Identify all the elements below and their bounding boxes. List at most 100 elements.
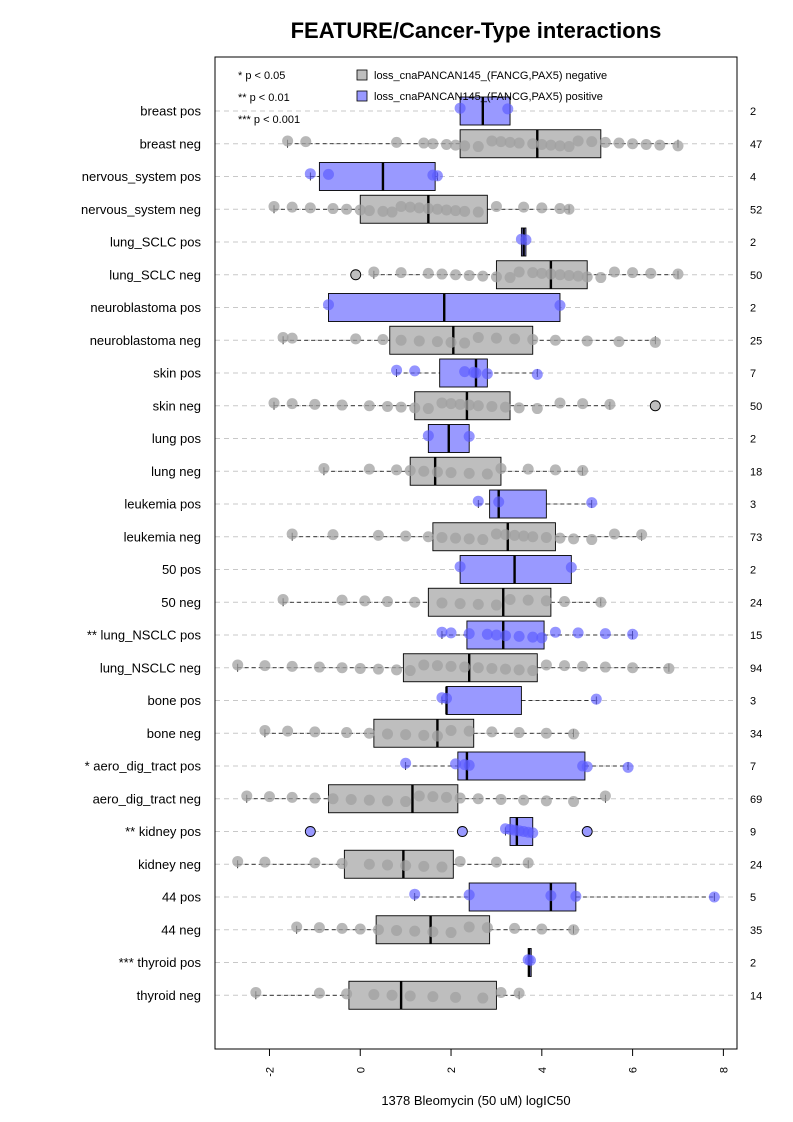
group-label: lung_SCLC neg [109, 267, 201, 282]
data-point [440, 791, 452, 803]
box-group [250, 980, 525, 1010]
group-count: 50 [750, 401, 762, 413]
box-group [277, 325, 661, 355]
data-point [595, 272, 607, 284]
data-point [359, 595, 371, 607]
box-group [436, 686, 602, 715]
data-point [400, 757, 412, 769]
data-point [472, 400, 484, 412]
box-group [409, 882, 720, 912]
data-point [513, 137, 525, 149]
data-point [536, 267, 548, 279]
data-point [527, 531, 539, 543]
data-point [450, 139, 462, 151]
data-point [368, 989, 380, 1001]
group-label: bone pos [148, 693, 202, 708]
group-label: breast neg [140, 136, 201, 151]
box-group [268, 194, 575, 224]
data-point [522, 463, 534, 475]
data-point [268, 200, 280, 212]
data-point [445, 336, 457, 348]
box-group [259, 718, 580, 748]
data-point [513, 266, 525, 278]
sig-legend-2: ** p < 0.01 [238, 92, 290, 104]
data-point [459, 366, 471, 378]
data-point [568, 796, 580, 808]
data-point [586, 136, 598, 148]
data-point [490, 528, 502, 540]
data-point [336, 858, 348, 870]
box [459, 96, 511, 126]
group-count: 3 [750, 696, 756, 708]
group-count: 2 [750, 303, 756, 315]
box-group [515, 227, 532, 257]
data-point [520, 234, 532, 246]
data-point [354, 662, 366, 674]
data-point [486, 135, 498, 147]
data-point [608, 528, 620, 540]
data-point [540, 727, 552, 739]
data-point [527, 827, 539, 839]
box-group [391, 358, 543, 388]
x-tick-label: 4 [537, 1067, 549, 1073]
data-point [422, 203, 434, 215]
data-point [286, 528, 298, 540]
data-point [450, 269, 462, 281]
data-point [336, 399, 348, 411]
chart-title: FEATURE/Cancer-Type interactions [291, 18, 662, 43]
data-point [563, 269, 575, 281]
data-point [277, 593, 289, 605]
group-label: * aero_dig_tract pos [85, 759, 202, 774]
group-count: 2 [750, 237, 756, 249]
box-group [350, 260, 684, 290]
data-point [613, 137, 625, 149]
x-axis-label: 1378 Bleomycin (50 uM) logIC50 [381, 1093, 570, 1108]
box-group [522, 948, 536, 977]
data-point [581, 761, 593, 773]
data-point [463, 430, 475, 442]
data-point [440, 204, 452, 216]
data-point [477, 534, 489, 546]
group-label: aero_dig_tract neg [93, 791, 201, 806]
data-point [259, 660, 271, 672]
data-point [636, 529, 648, 541]
data-point [472, 598, 484, 610]
group-label: breast pos [140, 104, 201, 119]
data-point [436, 268, 448, 280]
data-point [381, 795, 393, 807]
data-point [454, 792, 466, 804]
group-label: ** lung_NSCLC pos [87, 628, 202, 643]
data-point [522, 857, 534, 869]
x-tick-label: 6 [628, 1067, 640, 1073]
data-point [313, 987, 325, 999]
group-label: 50 neg [161, 595, 201, 610]
data-point [400, 796, 412, 808]
data-point [459, 337, 471, 349]
data-point [372, 529, 384, 541]
group-count: 2 [750, 434, 756, 446]
data-point [386, 206, 398, 218]
data-point [454, 102, 466, 114]
data-point [404, 990, 416, 1002]
box-group [318, 456, 589, 486]
data-point [409, 365, 421, 377]
data-point [427, 926, 439, 938]
box-group [286, 522, 648, 552]
data-point [327, 529, 339, 541]
data-point [622, 761, 634, 773]
data-point [413, 202, 425, 214]
significance-legend: * p < 0.05 ** p < 0.01 *** p < 0.001 [238, 70, 300, 126]
data-point [654, 139, 666, 151]
group-count: 2 [750, 106, 756, 118]
group-count: 94 [750, 663, 762, 675]
data-point [554, 203, 566, 215]
data-point [336, 922, 348, 934]
data-point [540, 659, 552, 671]
data-point [404, 665, 416, 677]
data-point [463, 628, 475, 640]
data-point [513, 630, 525, 642]
data-point [472, 206, 484, 218]
data-point [341, 988, 353, 1000]
group-label: leukemia neg [124, 529, 201, 544]
data-point [518, 530, 530, 542]
